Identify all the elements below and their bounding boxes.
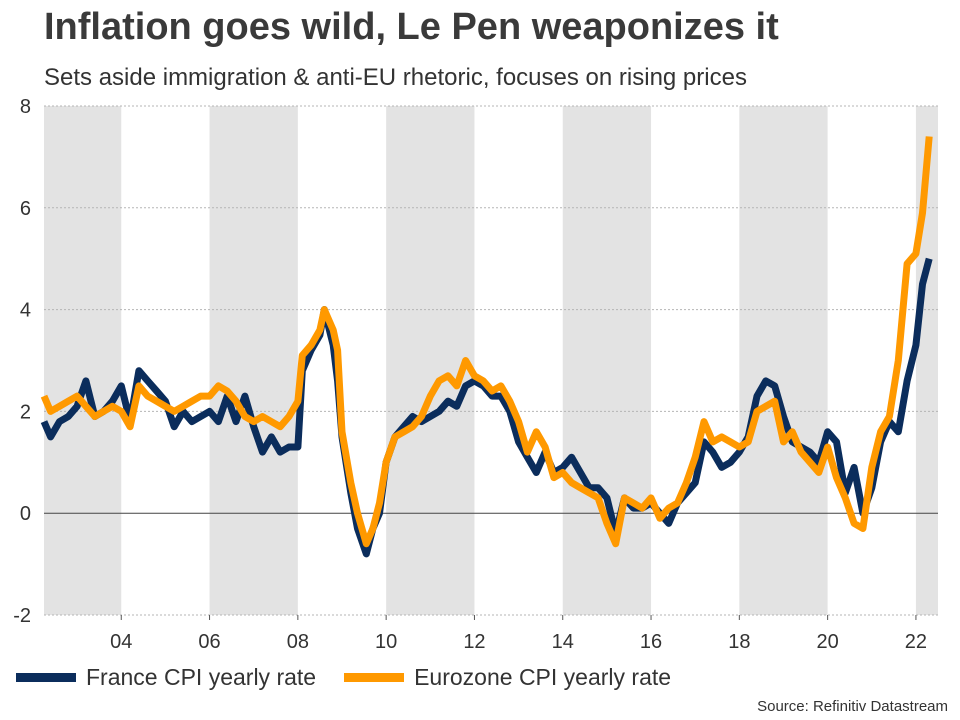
- y-tick-label: 0: [20, 503, 31, 525]
- x-tick-label: 16: [640, 631, 662, 653]
- chart-subtitle: Sets aside immigration & anti-EU rhetori…: [44, 64, 747, 91]
- x-tick-label: 12: [463, 631, 485, 653]
- x-axis-ticks: 04 06 08 10 12 14 16 18 20 22: [110, 615, 927, 653]
- shaded-band-2: [386, 106, 475, 615]
- legend-swatch-eurozone: [344, 673, 405, 682]
- chart-title: Inflation goes wild, Le Pen weaponizes i…: [44, 6, 779, 48]
- legend-label-eurozone: Eurozone CPI yearly rate: [414, 664, 672, 690]
- x-tick-label: 22: [905, 631, 927, 653]
- legend-swatch-france: [16, 673, 76, 682]
- x-tick-label: 14: [552, 631, 574, 653]
- shaded-band-4: [739, 106, 828, 615]
- legend: France CPI yearly rate Eurozone CPI year…: [16, 664, 699, 691]
- y-tick-label: -2: [13, 605, 31, 627]
- y-tick-label: 4: [20, 300, 31, 322]
- gridlines: [44, 105, 938, 616]
- shaded-band-1: [209, 106, 298, 615]
- y-axis-ticks: -2 0 2 4 6 8: [13, 96, 31, 627]
- x-tick-label: 10: [375, 631, 397, 653]
- series-lines: [40, 136, 933, 558]
- shaded-band-3: [562, 106, 652, 615]
- series-line-france: [40, 257, 933, 558]
- series-line-eurozone: [40, 136, 933, 548]
- shaded-band-0: [44, 106, 122, 615]
- y-tick-label: 8: [20, 96, 31, 118]
- x-tick-label: 06: [198, 631, 220, 653]
- source-note: Source: Refinitiv Datastream: [757, 698, 948, 715]
- x-tick-label: 04: [110, 631, 132, 653]
- y-tick-label: 2: [20, 401, 31, 423]
- legend-label-france: France CPI yearly rate: [86, 664, 317, 690]
- shaded-year-bands: [44, 106, 938, 615]
- legend-item-france: France CPI yearly rate: [16, 664, 316, 691]
- legend-item-eurozone: Eurozone CPI yearly rate: [344, 664, 671, 691]
- y-tick-label: 6: [20, 198, 31, 220]
- x-tick-label: 18: [728, 631, 750, 653]
- x-tick-label: 08: [287, 631, 309, 653]
- x-tick-label: 20: [817, 631, 839, 653]
